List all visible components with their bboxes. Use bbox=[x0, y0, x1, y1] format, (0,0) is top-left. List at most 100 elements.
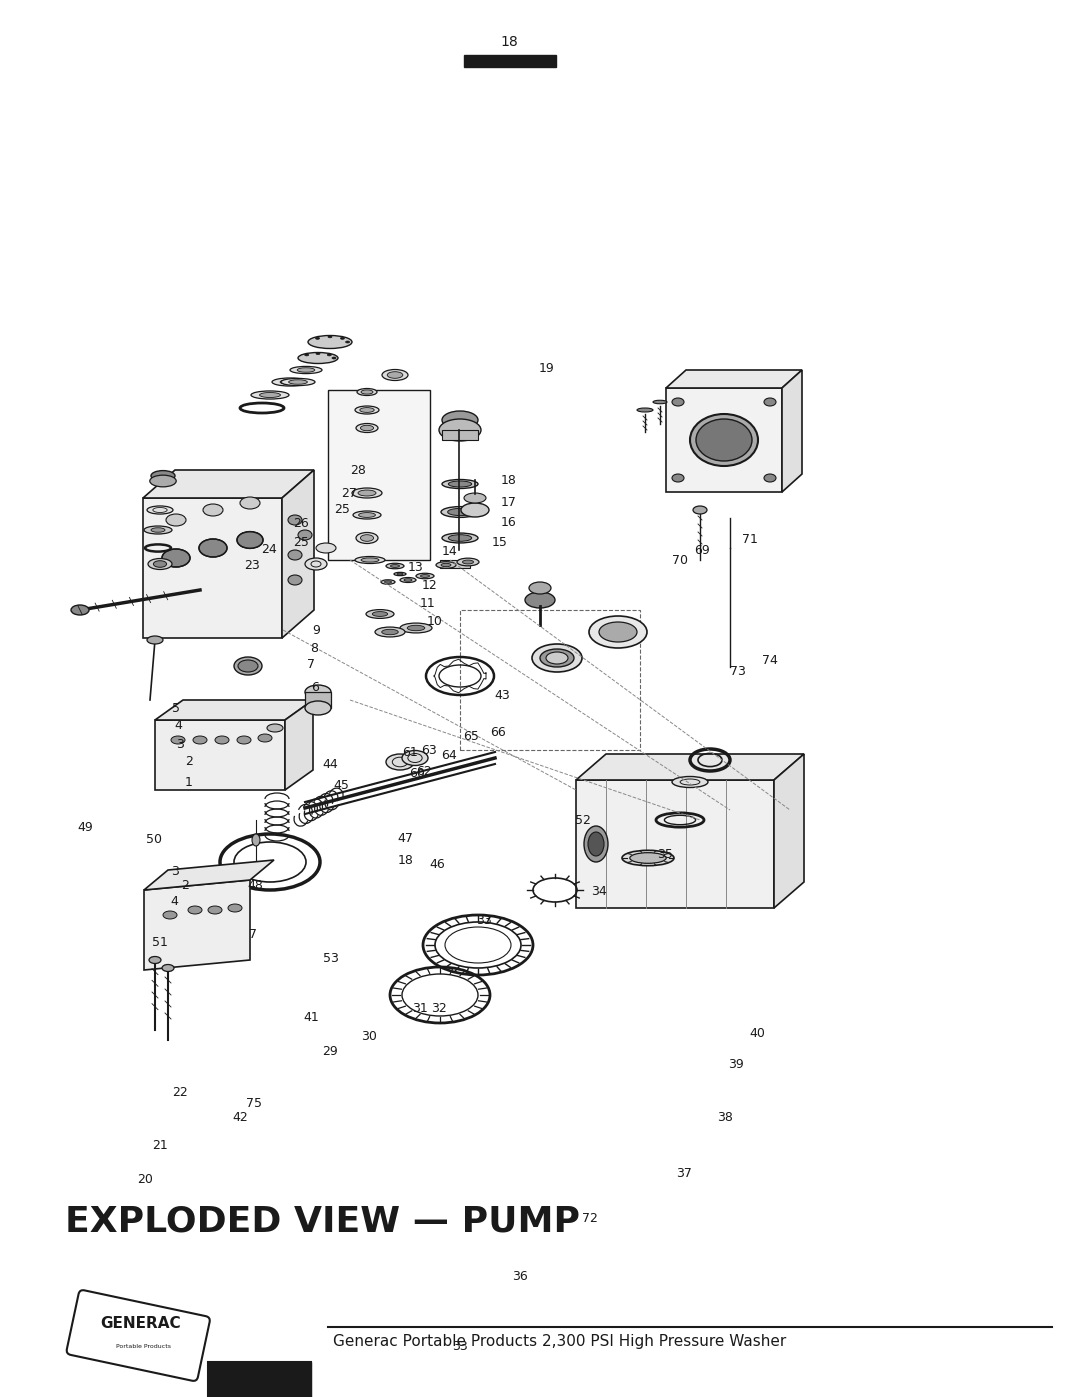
Ellipse shape bbox=[438, 419, 481, 441]
Ellipse shape bbox=[151, 528, 165, 532]
Text: 6: 6 bbox=[311, 680, 320, 694]
Ellipse shape bbox=[171, 736, 185, 745]
Ellipse shape bbox=[305, 685, 330, 698]
Ellipse shape bbox=[149, 957, 161, 964]
Ellipse shape bbox=[360, 408, 374, 412]
Ellipse shape bbox=[166, 514, 186, 527]
Ellipse shape bbox=[240, 497, 260, 509]
Ellipse shape bbox=[356, 423, 378, 433]
Text: 3: 3 bbox=[171, 865, 179, 879]
Ellipse shape bbox=[298, 529, 312, 541]
Ellipse shape bbox=[355, 556, 384, 563]
Text: Generac Portable Products 2,300 PSI High Pressure Washer: Generac Portable Products 2,300 PSI High… bbox=[333, 1334, 786, 1348]
Ellipse shape bbox=[238, 659, 258, 672]
Text: 27: 27 bbox=[341, 486, 356, 500]
Text: 53: 53 bbox=[323, 951, 338, 965]
Text: 62: 62 bbox=[417, 764, 432, 778]
Ellipse shape bbox=[71, 605, 89, 615]
Ellipse shape bbox=[441, 563, 451, 567]
Ellipse shape bbox=[532, 644, 582, 672]
Text: 3: 3 bbox=[176, 738, 185, 752]
Polygon shape bbox=[666, 370, 802, 388]
Ellipse shape bbox=[353, 511, 381, 520]
Ellipse shape bbox=[288, 380, 308, 384]
Ellipse shape bbox=[308, 335, 352, 348]
Text: 43: 43 bbox=[495, 689, 510, 703]
Text: 47: 47 bbox=[397, 831, 413, 845]
Ellipse shape bbox=[305, 557, 327, 570]
Text: 63: 63 bbox=[421, 743, 436, 757]
Text: 5: 5 bbox=[172, 701, 180, 715]
Ellipse shape bbox=[305, 353, 309, 356]
Ellipse shape bbox=[386, 563, 404, 569]
Text: 61: 61 bbox=[403, 746, 418, 760]
Bar bbox=[440, 560, 470, 569]
Polygon shape bbox=[782, 370, 802, 492]
Text: 11: 11 bbox=[420, 597, 435, 610]
Ellipse shape bbox=[215, 736, 229, 745]
Ellipse shape bbox=[332, 358, 336, 359]
Ellipse shape bbox=[251, 391, 289, 400]
Ellipse shape bbox=[144, 527, 172, 534]
Text: 4: 4 bbox=[174, 718, 183, 732]
Polygon shape bbox=[282, 469, 314, 638]
Ellipse shape bbox=[252, 834, 260, 847]
Ellipse shape bbox=[381, 629, 399, 634]
Text: 71: 71 bbox=[742, 532, 757, 546]
Text: 30: 30 bbox=[362, 1030, 377, 1044]
Ellipse shape bbox=[442, 534, 478, 543]
Ellipse shape bbox=[281, 379, 315, 386]
Text: 20: 20 bbox=[137, 1172, 152, 1186]
Polygon shape bbox=[328, 390, 430, 560]
Ellipse shape bbox=[397, 573, 403, 574]
Ellipse shape bbox=[457, 559, 480, 566]
Ellipse shape bbox=[150, 475, 176, 486]
Ellipse shape bbox=[272, 379, 308, 386]
Ellipse shape bbox=[151, 471, 175, 481]
Ellipse shape bbox=[599, 622, 637, 643]
Ellipse shape bbox=[672, 777, 708, 788]
Ellipse shape bbox=[356, 532, 378, 543]
Text: 18: 18 bbox=[501, 35, 518, 49]
Ellipse shape bbox=[288, 515, 302, 525]
Text: 24: 24 bbox=[261, 542, 276, 556]
Ellipse shape bbox=[297, 367, 314, 372]
Polygon shape bbox=[774, 754, 804, 908]
Text: 64: 64 bbox=[442, 749, 457, 763]
Ellipse shape bbox=[400, 623, 432, 633]
Ellipse shape bbox=[259, 393, 281, 398]
Ellipse shape bbox=[316, 543, 336, 553]
Ellipse shape bbox=[622, 851, 674, 866]
Text: 33: 33 bbox=[453, 1340, 468, 1354]
Bar bbox=[464, 54, 556, 67]
Ellipse shape bbox=[447, 509, 472, 515]
Ellipse shape bbox=[584, 826, 608, 862]
Ellipse shape bbox=[589, 616, 647, 648]
Text: 37: 37 bbox=[676, 1166, 691, 1180]
Ellipse shape bbox=[391, 564, 400, 567]
Text: Portable Products: Portable Products bbox=[117, 1344, 172, 1350]
Ellipse shape bbox=[163, 911, 177, 919]
Ellipse shape bbox=[193, 736, 207, 745]
Ellipse shape bbox=[461, 503, 489, 517]
Text: 29: 29 bbox=[323, 1045, 338, 1059]
Ellipse shape bbox=[162, 549, 190, 567]
Bar bbox=[305, 692, 330, 708]
Ellipse shape bbox=[696, 419, 752, 461]
Ellipse shape bbox=[228, 904, 242, 912]
Ellipse shape bbox=[288, 550, 302, 560]
Text: 33: 33 bbox=[476, 914, 491, 928]
Ellipse shape bbox=[340, 337, 345, 339]
Text: 8: 8 bbox=[310, 641, 319, 655]
Text: 48: 48 bbox=[247, 879, 262, 893]
Text: 25: 25 bbox=[335, 503, 350, 517]
Ellipse shape bbox=[400, 577, 416, 583]
Polygon shape bbox=[576, 780, 774, 908]
Polygon shape bbox=[143, 497, 282, 638]
Text: 39: 39 bbox=[728, 1058, 743, 1071]
Ellipse shape bbox=[588, 833, 604, 856]
Text: 18: 18 bbox=[501, 474, 516, 488]
Text: 14: 14 bbox=[442, 545, 457, 559]
Ellipse shape bbox=[305, 701, 330, 715]
Ellipse shape bbox=[373, 612, 388, 616]
